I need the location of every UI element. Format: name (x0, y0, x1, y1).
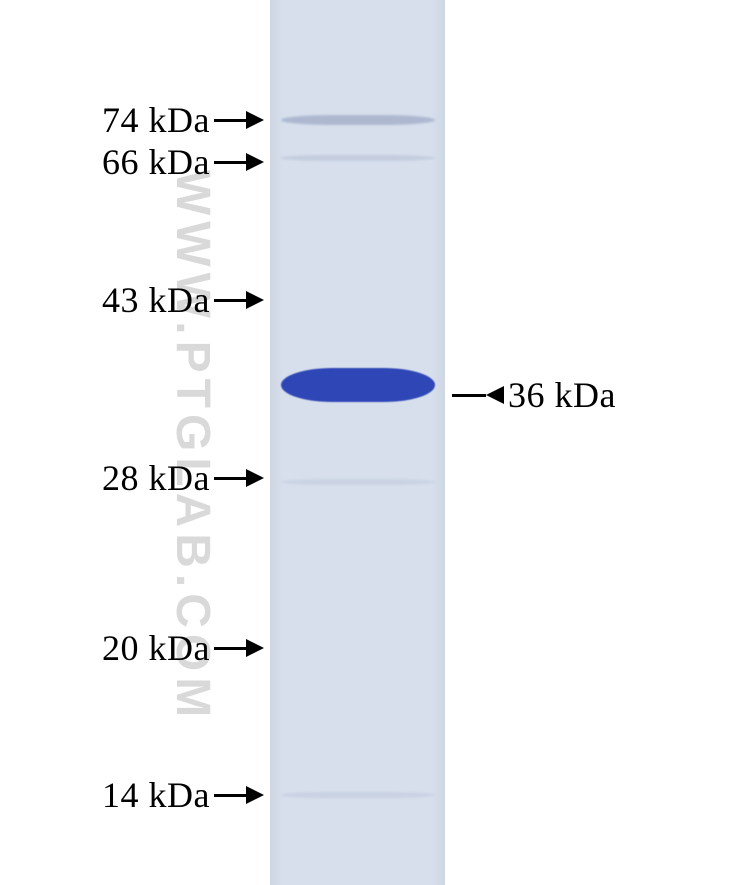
gel-band (281, 155, 435, 161)
gel-figure: WWW.PTGLAB.COM 74 kDa66 kDa43 kDa28 kDa2… (0, 0, 740, 885)
mw-marker: 20 kDa (102, 630, 268, 666)
arrow-left-icon (452, 386, 504, 404)
mw-marker-label: 74 kDa (102, 102, 210, 138)
arrow-right-icon (214, 469, 264, 487)
arrow-right-icon (214, 786, 264, 804)
mw-marker: 36 kDa (448, 377, 616, 413)
arrow-right-icon (214, 111, 264, 129)
mw-marker: 66 kDa (102, 144, 268, 180)
mw-marker-label: 66 kDa (102, 144, 210, 180)
arrow-right-icon (214, 639, 264, 657)
arrow-right-icon (214, 291, 264, 309)
mw-marker-label: 36 kDa (508, 377, 616, 413)
mw-marker: 43 kDa (102, 282, 268, 318)
lane-shading (270, 0, 445, 885)
mw-marker-label: 43 kDa (102, 282, 210, 318)
gel-band (281, 792, 435, 798)
mw-marker-label: 14 kDa (102, 777, 210, 813)
mw-marker: 28 kDa (102, 460, 268, 496)
mw-marker: 14 kDa (102, 777, 268, 813)
gel-band (281, 368, 435, 402)
gel-lane (270, 0, 445, 885)
mw-marker-label: 20 kDa (102, 630, 210, 666)
gel-band (281, 115, 435, 125)
arrow-right-icon (214, 153, 264, 171)
mw-marker-label: 28 kDa (102, 460, 210, 496)
gel-band (281, 479, 435, 485)
mw-marker: 74 kDa (102, 102, 268, 138)
